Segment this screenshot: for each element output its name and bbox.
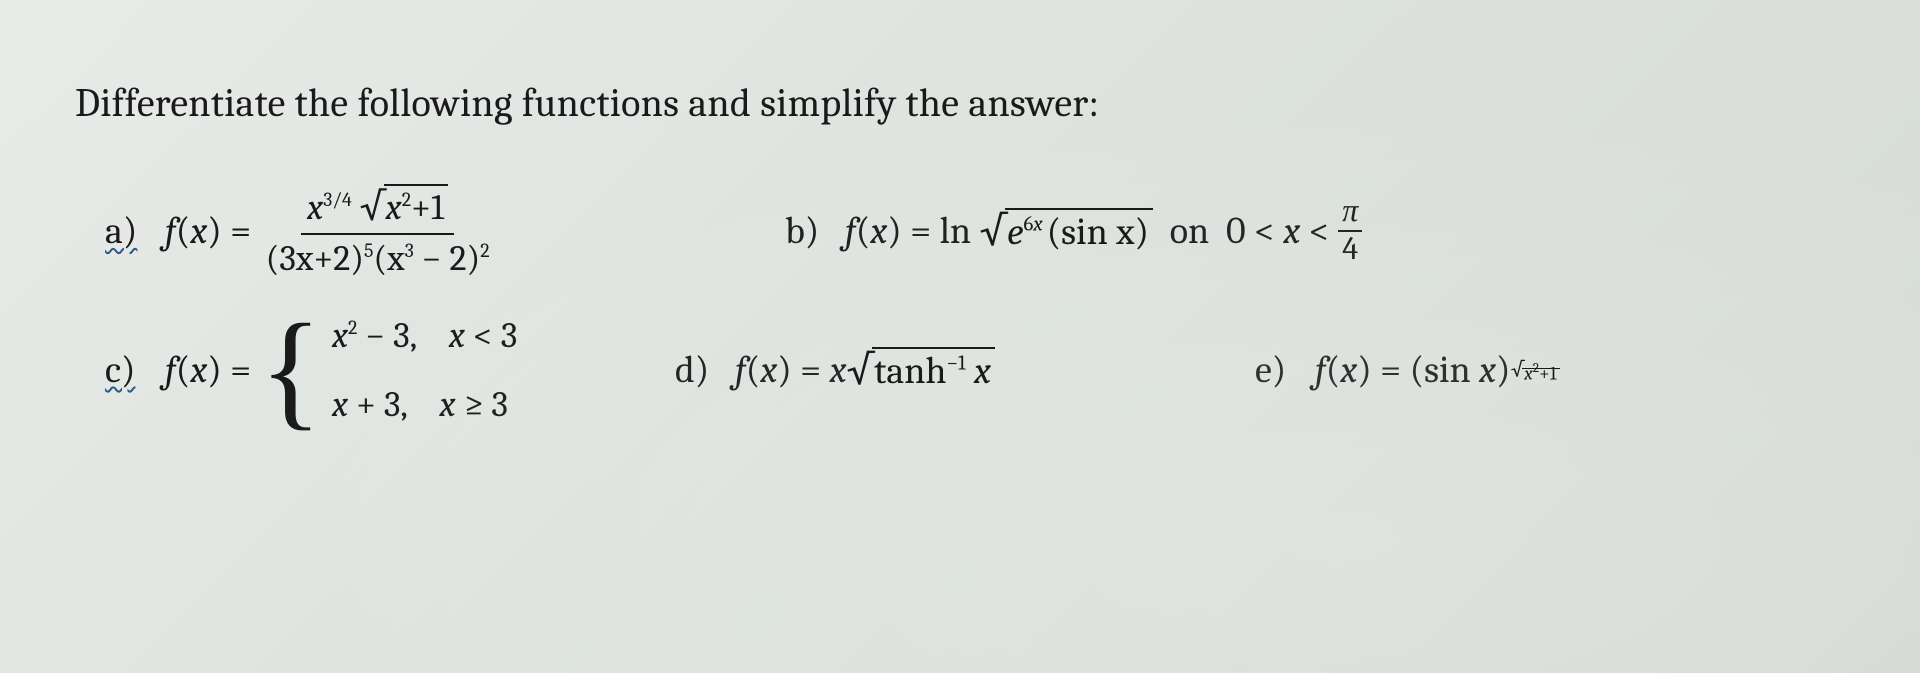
problem-a-math: f(x) = x3/4 √ x2+1 (3x+2)5(x3 − 2)2: [165, 181, 496, 282]
problem-b-pi-frac: π 4: [1338, 196, 1362, 267]
den-p2b: − 2): [414, 238, 481, 279]
p2-expr: x + 3,: [332, 384, 408, 425]
num-sqrt: √ x2+1: [360, 183, 448, 231]
piece-2: x + 3, x ≥ 3: [332, 384, 517, 425]
problem-d-label: d): [675, 348, 723, 392]
problem-e: e) f(x) = (sin x) √ x2+1: [1255, 348, 1560, 392]
problems-row-2: c) f(x) = { x2 − 3, x < 3 x + 3, x ≥ 3: [105, 312, 1845, 429]
p2-cond: x ≥ 3: [440, 384, 508, 425]
den-p2a: (x: [373, 238, 404, 279]
pi-num: π: [1338, 196, 1362, 232]
problem-c-label: c): [105, 348, 153, 392]
problem-b-label: b): [785, 209, 833, 253]
sqrt-symbol: √: [360, 183, 386, 231]
problem-b-lhs: f(x) = ln: [845, 209, 979, 253]
problem-a-denominator: (3x+2)5(x3 − 2)2: [260, 235, 496, 282]
sqrt-x: x: [386, 187, 402, 228]
problem-c-math: f(x) = { x2 − 3, x < 3 x + 3, x ≥ 3: [165, 312, 517, 429]
problem-d-sqrt: √ tanh−1 x: [847, 346, 995, 394]
problem-a-label: a): [105, 209, 153, 253]
den-p1-exp: 5: [364, 239, 373, 262]
problem-d-lhs: f(x) = x: [735, 348, 847, 392]
left-brace: {: [260, 312, 322, 429]
problem-a-fraction: x3/4 √ x2+1 (3x+2)5(x3 − 2)2: [260, 181, 496, 282]
sqrt-tail: +1: [411, 187, 444, 228]
e-tail: +1: [1539, 362, 1556, 384]
sqrt-body: x2+1: [1522, 368, 1560, 373]
b-e-exp: 6x: [1023, 213, 1042, 237]
sqrt-body: e6x(sin x): [1005, 208, 1153, 254]
p1-cond: x < 3: [449, 315, 517, 356]
problem-e-lhs: f(x) = (sin x): [1315, 348, 1511, 392]
sqrt-exp: 2: [402, 188, 411, 211]
pi-den: 4: [1338, 232, 1362, 266]
den-p2-iexp: 3: [405, 239, 414, 262]
e-x: x: [1524, 362, 1532, 384]
problem-b-sqrt: √ e6x(sin x): [979, 207, 1153, 255]
problem-a-numerator: x3/4 √ x2+1: [301, 181, 454, 235]
problem-c: c) f(x) = { x2 − 3, x < 3 x + 3, x ≥ 3: [105, 312, 615, 429]
problem-a: a) f(x) = x3/4 √ x2+1 (3x+2)5(x3: [105, 181, 725, 282]
sqrt-body: x2+1: [384, 184, 448, 229]
problem-b-domain: on 0 < x <: [1153, 209, 1338, 253]
b-trig: (sin x): [1047, 210, 1149, 254]
num-exp1: 3/4: [323, 188, 352, 211]
p1-exp: 2: [348, 316, 357, 339]
den-p2-exp: 2: [480, 239, 489, 262]
den-p1: (3x+2): [266, 238, 364, 279]
sqrt-symbol: √: [847, 346, 874, 394]
problems-container: a) f(x) = x3/4 √ x2+1 (3x+2)5(x3: [75, 181, 1845, 429]
problem-c-lhs: f(x) =: [165, 348, 260, 392]
sqrt-body: tanh−1 x: [872, 347, 995, 393]
sqrt-symbol: √: [979, 207, 1006, 255]
d-tanh: tanh: [874, 349, 946, 393]
problem-b-math: f(x) = ln √ e6x(sin x) on 0 < x < π 4: [845, 196, 1362, 267]
num-x: x: [307, 187, 323, 228]
problem-e-label: e): [1255, 348, 1303, 392]
p1-x: x: [332, 315, 348, 356]
problem-e-math: f(x) = (sin x) √ x2+1: [1315, 348, 1560, 392]
d-x: x: [966, 349, 991, 393]
problem-d-math: f(x) = x √ tanh−1 x: [735, 346, 995, 394]
pieces: x2 − 3, x < 3 x + 3, x ≥ 3: [332, 315, 517, 425]
p1-tail: − 3,: [357, 315, 417, 356]
d-exp: −1: [946, 352, 965, 376]
piece-1: x2 − 3, x < 3: [332, 315, 517, 356]
b-e: e: [1007, 210, 1024, 254]
problem-a-lhs: f(x) =: [165, 209, 260, 253]
problem-b: b) f(x) = ln √ e6x(sin x) on 0 < x < π 4: [785, 196, 1605, 267]
problems-row-1: a) f(x) = x3/4 √ x2+1 (3x+2)5(x3: [105, 181, 1845, 282]
problem-d: d) f(x) = x √ tanh−1 x: [675, 346, 1195, 394]
piecewise: { x2 − 3, x < 3 x + 3, x ≥ 3: [260, 312, 518, 429]
instruction-text: Differentiate the following functions an…: [75, 80, 1845, 126]
e-exp-sqrt: √ x2+1: [1511, 368, 1561, 373]
problem-e-exponent: √ x2+1: [1511, 368, 1561, 373]
